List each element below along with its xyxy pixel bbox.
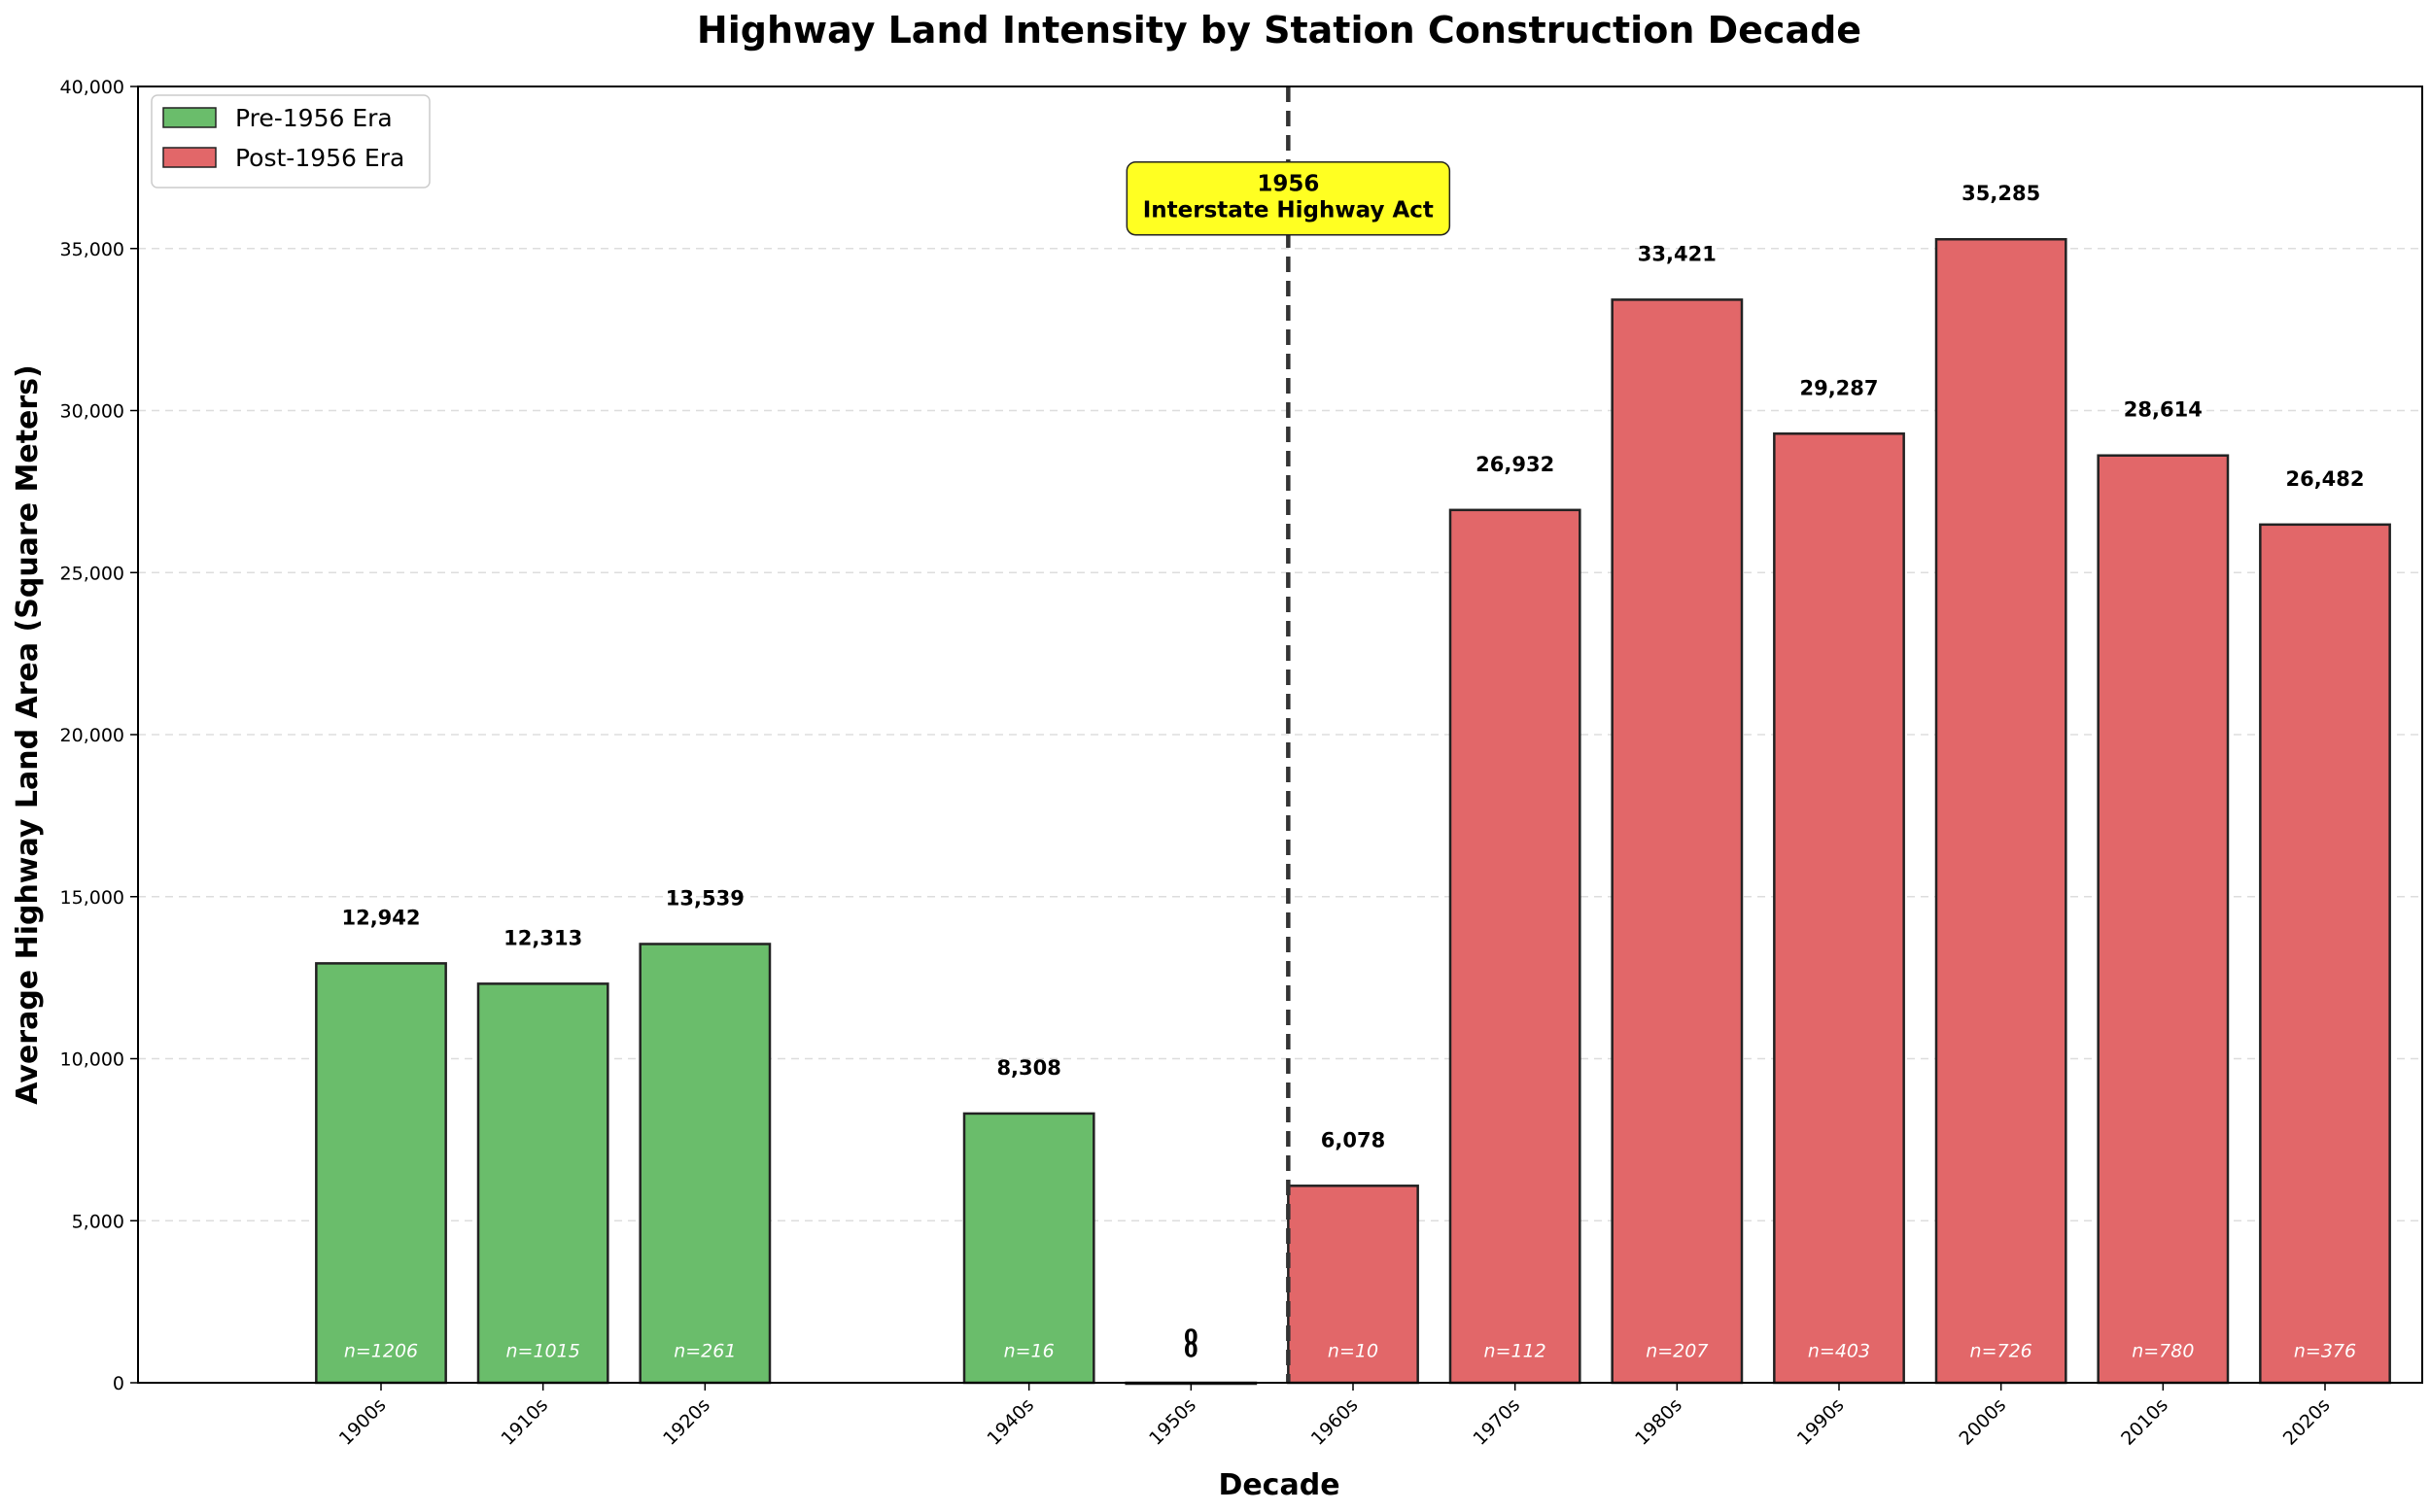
- y-axis: 0 5,000 10,000 15,000 20,000 25,000 30,000 35,0…: [60, 77, 138, 1394]
- bar-1990s: [1773, 432, 1905, 1385]
- value-label-1910s: 12,313: [503, 926, 582, 949]
- bar-1900s: [315, 962, 447, 1385]
- bar-1980s: [1611, 298, 1744, 1385]
- value-label-2000s: 35,285: [1961, 182, 2040, 205]
- sample-size-label-1980s: n=207: [1646, 1341, 1708, 1362]
- y-tick-label: 35,000: [60, 239, 124, 260]
- bar-2000s: [1934, 237, 2067, 1385]
- sample-size-label-1920s: n=261: [674, 1341, 736, 1362]
- annotation-year: 1956: [1257, 172, 1319, 197]
- value-label-1990s: 29,287: [1799, 376, 1878, 399]
- legend-box: [151, 94, 431, 189]
- x-axis-title: Decade: [1218, 1468, 1339, 1502]
- legend-label-pre-1956: Pre-1956 Era: [235, 104, 393, 132]
- y-tick-label: 5,000: [72, 1211, 124, 1232]
- bar-1960s: [1287, 1185, 1419, 1385]
- sample-size-label-1910s: n=1015: [506, 1341, 580, 1362]
- sample-size-label-1990s: n=403: [1808, 1341, 1870, 1362]
- sample-size-label-2020s: n=376: [2294, 1341, 2356, 1362]
- value-label-1970s: 26,932: [1475, 453, 1554, 476]
- value-label-1940s: 8,308: [996, 1056, 1060, 1080]
- legend-label-post-1956: Post-1956 Era: [235, 144, 404, 172]
- sample-size-label-1950s: 0: [1184, 1339, 1198, 1362]
- value-label-1900s: 12,942: [341, 906, 420, 929]
- y-tick-label: 15,000: [60, 887, 124, 909]
- value-label-1920s: 13,539: [666, 886, 745, 910]
- y-tick-label: 25,000: [60, 563, 124, 584]
- y-tick-label: 40,000: [60, 77, 124, 98]
- sample-size-label-1900s: n=1206: [344, 1341, 418, 1362]
- bar-1970s: [1448, 508, 1581, 1385]
- y-tick-label: 20,000: [60, 725, 124, 746]
- y-tick-label: 10,000: [60, 1049, 124, 1071]
- y-tick-label: 30,000: [60, 401, 124, 423]
- value-label-2020s: 26,482: [2285, 467, 2364, 491]
- sample-size-label-1940s: n=16: [1004, 1341, 1055, 1362]
- annotation-label: Interstate Highway Act: [1143, 198, 1434, 223]
- bar-2020s: [2259, 523, 2391, 1385]
- bar-1910s: [476, 982, 609, 1385]
- bar-1940s: [962, 1112, 1095, 1385]
- sample-size-label-1960s: n=10: [1328, 1341, 1378, 1362]
- value-label-1960s: 6,078: [1321, 1128, 1385, 1151]
- value-label-1950s: 0: [1184, 1325, 1198, 1349]
- sample-size-label-1970s: n=112: [1484, 1341, 1546, 1362]
- value-label-2010s: 28,614: [2124, 398, 2203, 422]
- bar-1920s: [639, 943, 772, 1385]
- legend: Pre-1956 Era Post-1956 Era: [151, 94, 431, 189]
- annotation-box: [1126, 160, 1451, 236]
- chart-title: Highway Land Intensity by Station Constr…: [697, 9, 1861, 52]
- bar-2010s: [2097, 454, 2230, 1385]
- y-tick-label: 0: [113, 1373, 124, 1394]
- bars-group: 12,942 n=1206 12,313 n=1015 13,539 n=261 8,308…: [315, 182, 2391, 1386]
- legend-swatch-post-1956: [162, 147, 217, 168]
- value-label-1980s: 33,421: [1638, 242, 1717, 265]
- y-axis-title: Average Highway Land Area (Square Meters…: [11, 364, 45, 1105]
- sample-size-label-2000s: n=726: [1970, 1341, 2032, 1362]
- sample-size-label-2010s: n=780: [2132, 1341, 2194, 1362]
- legend-swatch-pre-1956: [162, 107, 217, 128]
